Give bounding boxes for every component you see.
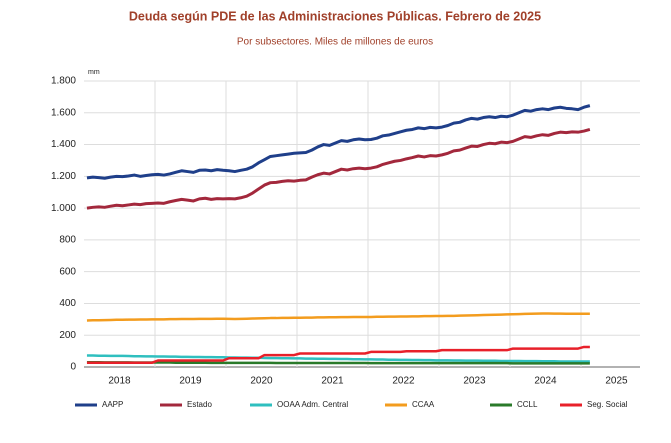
series-line <box>86 360 590 365</box>
legend-label: AAPP <box>102 400 123 409</box>
series-line <box>86 104 591 180</box>
x-tick-label: 2022 <box>392 376 415 387</box>
y-tick-label: 400 <box>59 298 76 309</box>
series-line <box>86 128 591 210</box>
x-tick-label: 2019 <box>179 376 202 387</box>
y-tick-label: 1.000 <box>51 203 76 214</box>
y-tick-label: 1.800 <box>51 76 76 87</box>
series-line <box>86 312 590 322</box>
y-unit: mm <box>88 69 100 76</box>
x-tick-label: 2025 <box>605 376 628 387</box>
y-tick-label: 200 <box>59 330 76 341</box>
x-tick-label: 2024 <box>534 376 557 387</box>
legend-label: Estado <box>187 400 212 409</box>
series-line <box>86 354 590 363</box>
y-tick-label: 600 <box>59 266 76 277</box>
y-tick-label: 1.200 <box>51 171 76 182</box>
legend-label: OOAA Adm. Central <box>277 400 348 409</box>
chart-subtitle: Por subsectores. Miles de millones de eu… <box>237 37 433 48</box>
y-tick-label: 1.600 <box>51 107 76 118</box>
legend-label: CCLL <box>517 400 538 409</box>
legend-label: CCAA <box>412 400 435 409</box>
y-tick-label: 0 <box>70 362 76 373</box>
x-tick-label: 2020 <box>250 376 273 387</box>
chart-title: Deuda según PDE de las Administraciones … <box>129 9 541 23</box>
series-line <box>86 345 590 364</box>
y-tick-label: 1.400 <box>51 139 76 150</box>
legend-label: Seg. Social <box>587 400 628 409</box>
x-tick-label: 2021 <box>321 376 344 387</box>
x-tick-label: 2023 <box>463 376 486 387</box>
y-tick-label: 800 <box>59 235 76 246</box>
x-tick-label: 2018 <box>108 376 131 387</box>
